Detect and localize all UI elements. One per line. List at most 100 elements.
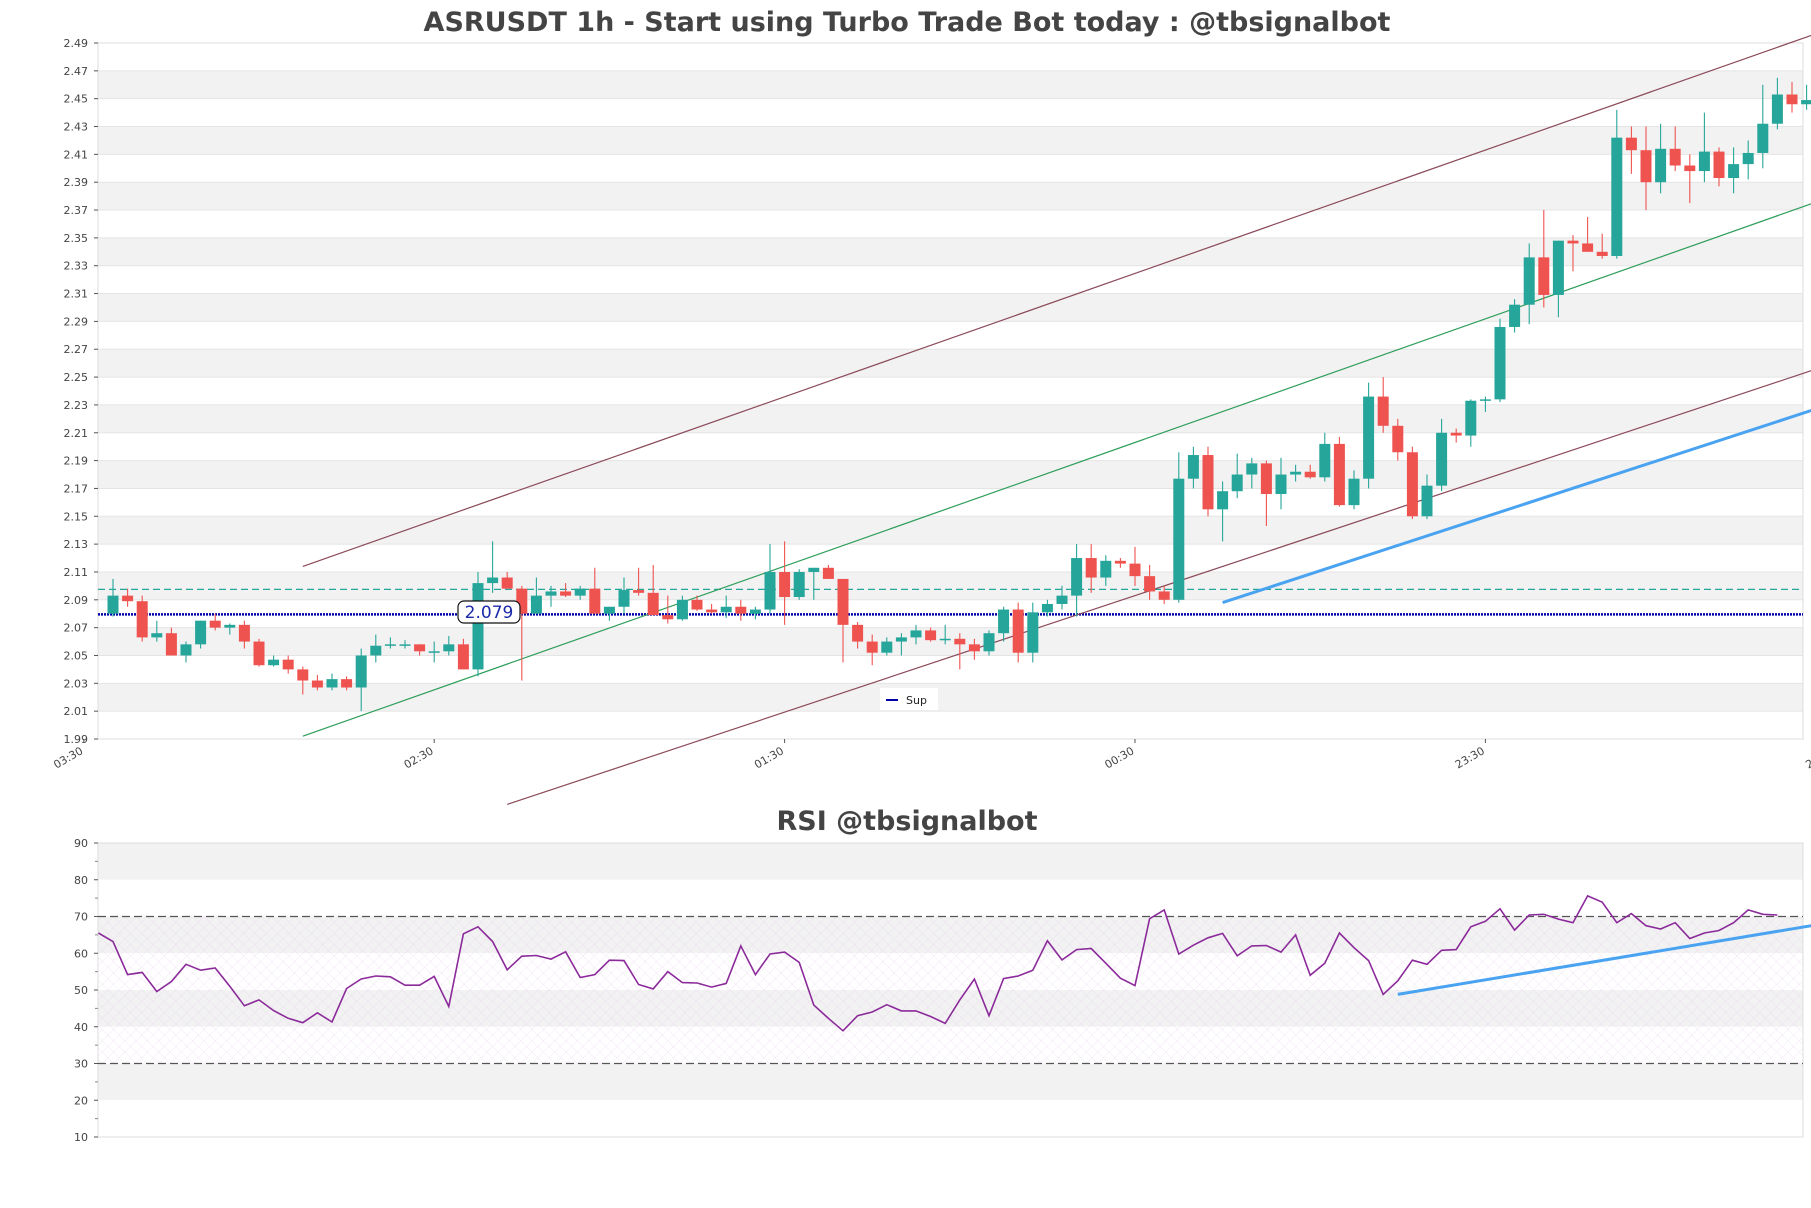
candle-body bbox=[1465, 400, 1477, 436]
candle-body bbox=[1582, 243, 1594, 252]
candle-body bbox=[443, 644, 455, 652]
price-y-tick-label: 2.05 bbox=[64, 649, 89, 662]
channel-line-upper bbox=[302, 34, 1811, 567]
candle-body bbox=[1260, 463, 1272, 495]
candle-body bbox=[311, 680, 323, 688]
rsi-grid-band bbox=[98, 879, 1803, 917]
candle-body bbox=[647, 592, 659, 616]
candle-body bbox=[151, 633, 163, 638]
candle-body bbox=[355, 655, 367, 688]
candle-body bbox=[925, 630, 937, 641]
candle-body bbox=[1509, 304, 1521, 327]
candle-body bbox=[808, 567, 820, 572]
price-y-tick-label: 2.01 bbox=[64, 705, 89, 718]
rsi-grid bbox=[98, 843, 1803, 1137]
candle-body bbox=[1611, 137, 1623, 256]
candle-body bbox=[268, 659, 280, 666]
price-y-tick-label: 2.41 bbox=[64, 148, 89, 161]
rsi-lines bbox=[97, 894, 1811, 1032]
price-y-tick-label: 2.47 bbox=[64, 65, 89, 78]
price-x-tick-label: 02:30 bbox=[402, 744, 436, 771]
candle-body bbox=[1479, 399, 1491, 401]
candle-body bbox=[1538, 257, 1550, 295]
price-y-tick-label: 2.23 bbox=[64, 399, 89, 412]
candle-body bbox=[1217, 491, 1229, 510]
candle-body bbox=[1523, 257, 1535, 305]
candle-body bbox=[1377, 396, 1389, 426]
candle-body bbox=[1129, 563, 1141, 577]
candle-body bbox=[735, 606, 747, 614]
rsi-y-tick-label: 40 bbox=[74, 1021, 88, 1034]
legend-box bbox=[880, 688, 938, 710]
candle-body bbox=[1100, 560, 1112, 578]
candle-body bbox=[1071, 558, 1083, 596]
candle-body bbox=[341, 679, 353, 688]
price-x-tick-label: 01:30 bbox=[752, 744, 786, 771]
price-x-tick-label: 00:30 bbox=[1103, 744, 1137, 771]
candle-body bbox=[1625, 137, 1637, 151]
price-y-tick-label: 2.03 bbox=[64, 677, 89, 690]
candle-body bbox=[1275, 474, 1287, 495]
price-y-tick-label: 2.37 bbox=[64, 204, 89, 217]
candle-body bbox=[1552, 240, 1564, 295]
price-y-tick-label: 2.29 bbox=[64, 315, 89, 328]
candle-body bbox=[238, 624, 250, 642]
candle-body bbox=[968, 644, 980, 652]
price-y-tick-label: 2.43 bbox=[64, 121, 89, 134]
candle-body bbox=[501, 577, 513, 589]
candle-body bbox=[487, 577, 499, 584]
candle-body bbox=[1655, 148, 1667, 183]
channel-line-mid bbox=[302, 203, 1811, 737]
price-grid bbox=[98, 42, 1803, 712]
price-x-tick-label: 22:30 bbox=[1803, 744, 1811, 771]
price-y-tick-label: 2.35 bbox=[64, 232, 89, 245]
price-badge-label: 2.079 bbox=[465, 603, 514, 623]
rsi-chart-title: RSI @tbsignalbot bbox=[776, 806, 1037, 837]
price-y-tick-label: 2.39 bbox=[64, 176, 89, 189]
candle-body bbox=[253, 641, 265, 666]
candle-body bbox=[136, 601, 148, 638]
price-grid-band bbox=[98, 70, 1803, 99]
price-y-tick-label: 2.17 bbox=[64, 482, 89, 495]
candle-body bbox=[560, 591, 572, 596]
candle-body bbox=[1742, 152, 1754, 165]
price-x-axis: 03:30 02:30 01:30 00:30 23:30 22:30 bbox=[51, 739, 1811, 771]
price-badge: 2.079 bbox=[457, 600, 521, 624]
price-y-tick-label: 2.45 bbox=[64, 93, 89, 106]
rsi-y-tick-label: 10 bbox=[74, 1131, 88, 1144]
candle-body bbox=[1406, 452, 1418, 517]
candle-body bbox=[1187, 455, 1199, 479]
candle-body bbox=[720, 606, 732, 613]
price-y-tick-label: 2.09 bbox=[64, 594, 89, 607]
candle-body bbox=[414, 644, 426, 652]
candle-body bbox=[1027, 612, 1039, 653]
candle-body bbox=[706, 609, 718, 613]
price-grid-band bbox=[98, 126, 1803, 155]
rsi-trend-line bbox=[1397, 924, 1811, 996]
price-panel: 2.49 2.47 2.45 2.43 2.41 2.39 2.37 2.35 2.33 2.31… bbox=[51, 7, 1811, 805]
candle-body bbox=[1640, 150, 1652, 183]
candle-body bbox=[618, 590, 630, 607]
candle-body bbox=[603, 606, 615, 614]
candle-body bbox=[1757, 123, 1769, 153]
candle-body bbox=[180, 644, 192, 656]
candle-body bbox=[1450, 432, 1462, 436]
candle-body bbox=[282, 659, 294, 670]
candle-body bbox=[691, 599, 703, 610]
candle-body bbox=[1202, 455, 1214, 510]
candle-body bbox=[384, 644, 396, 646]
rsi-y-axis: 90 80 70 60 50 40 30 20 10 bbox=[74, 837, 98, 1144]
candle-body bbox=[793, 571, 805, 598]
candle-body bbox=[998, 609, 1010, 634]
price-badge-box bbox=[457, 600, 521, 624]
price-levels bbox=[98, 588, 1803, 616]
price-y-tick-label: 2.13 bbox=[64, 538, 89, 551]
candle-body bbox=[676, 599, 688, 620]
candle-body bbox=[326, 679, 338, 688]
rsi-y-tick-label: 50 bbox=[74, 984, 88, 997]
price-y-tick-label: 1.99 bbox=[64, 733, 89, 746]
price-grid-band bbox=[98, 237, 1803, 266]
price-grid-band bbox=[98, 404, 1803, 433]
price-trend-line bbox=[1222, 409, 1811, 605]
candle-body bbox=[1319, 443, 1331, 478]
